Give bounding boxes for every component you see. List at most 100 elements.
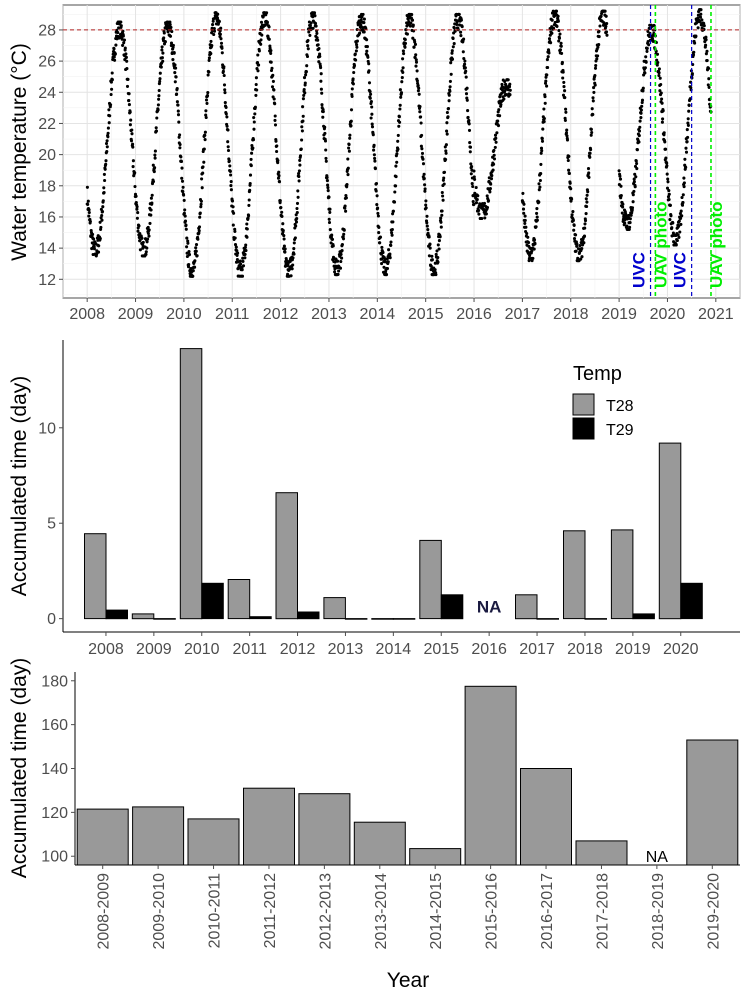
seasonal-bar [187, 818, 240, 866]
data-point [204, 113, 208, 117]
data-point [135, 205, 139, 209]
data-point [191, 274, 195, 278]
data-point [493, 145, 497, 149]
data-point [485, 205, 490, 210]
na-label: NA [477, 598, 502, 617]
x-tick-label: 2008 [69, 306, 105, 323]
data-point [477, 208, 481, 213]
data-point [87, 210, 91, 215]
data-point [415, 69, 419, 73]
data-point [540, 137, 544, 141]
data-point [424, 206, 428, 210]
data-point [575, 244, 579, 248]
data-point [565, 134, 569, 138]
data-point [465, 86, 469, 90]
data-point [589, 148, 593, 152]
data-point [134, 194, 138, 198]
data-point [639, 116, 643, 120]
data-point [279, 205, 283, 210]
data-point [212, 32, 216, 37]
data-point [417, 92, 421, 96]
data-point [217, 19, 221, 24]
data-point [344, 209, 348, 213]
data-point [194, 246, 198, 250]
data-point [384, 273, 389, 277]
data-point [365, 38, 369, 42]
data-point [562, 80, 566, 84]
data-point [171, 43, 175, 47]
data-point [105, 149, 109, 154]
data-point [524, 225, 528, 229]
data-point [151, 163, 155, 167]
data-point [320, 91, 324, 95]
data-point [328, 228, 332, 232]
data-point [104, 141, 109, 146]
data-point [296, 189, 300, 193]
data-point [351, 77, 355, 81]
data-point [317, 46, 321, 51]
data-point [426, 228, 430, 232]
data-point [542, 120, 546, 124]
data-point [277, 170, 281, 174]
bar-t29 [536, 618, 559, 620]
data-point [546, 65, 550, 70]
data-point [251, 138, 256, 142]
data-point [372, 143, 376, 147]
data-point [201, 171, 205, 175]
data-point [463, 66, 467, 70]
data-point [619, 184, 623, 188]
data-point [352, 64, 357, 68]
data-point [656, 60, 660, 65]
data-point [163, 40, 167, 44]
data-point [464, 69, 468, 73]
data-point [451, 36, 455, 41]
data-point [294, 220, 299, 224]
data-point [247, 214, 251, 218]
data-point [387, 248, 391, 252]
data-point [122, 38, 127, 42]
data-point [537, 182, 541, 186]
x-tick-label: 2016-2017 [539, 873, 556, 950]
data-point [388, 256, 392, 260]
data-point [433, 268, 437, 272]
data-point [467, 128, 472, 132]
data-point [326, 183, 330, 187]
legend-title: Temp [573, 363, 622, 385]
data-point [586, 190, 590, 194]
data-point [149, 213, 153, 217]
seasonal-bar [353, 821, 406, 866]
data-point [686, 117, 690, 121]
data-point [539, 151, 543, 155]
data-point [355, 45, 359, 49]
data-point [539, 172, 543, 176]
data-point [418, 110, 422, 114]
data-point [225, 115, 229, 119]
data-point [305, 54, 310, 59]
data-point [652, 31, 656, 35]
data-point [436, 255, 440, 260]
bar-t28 [179, 348, 203, 620]
data-point [160, 56, 164, 60]
data-point [491, 168, 495, 172]
data-point [202, 147, 206, 151]
data-point [377, 231, 381, 235]
data-point [156, 103, 160, 107]
data-point [299, 147, 303, 151]
data-point [235, 249, 239, 253]
data-point [282, 244, 286, 248]
data-point [349, 124, 353, 128]
data-point [92, 237, 96, 241]
data-point [313, 14, 317, 18]
x-tick-label: 2018 [553, 306, 589, 323]
data-point [434, 273, 438, 277]
data-point [295, 201, 300, 205]
data-point [193, 265, 197, 269]
data-point [370, 125, 375, 129]
data-point [209, 39, 213, 43]
data-point [106, 126, 110, 130]
data-point [498, 114, 502, 118]
data-point [336, 259, 340, 263]
data-point [693, 41, 697, 45]
y-tick-label: 12 [38, 272, 56, 289]
data-point [312, 11, 317, 15]
